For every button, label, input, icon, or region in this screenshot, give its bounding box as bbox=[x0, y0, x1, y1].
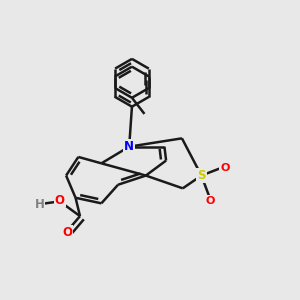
Text: O: O bbox=[55, 194, 65, 206]
Text: O: O bbox=[220, 163, 230, 173]
Text: N: N bbox=[124, 140, 134, 153]
Text: S: S bbox=[197, 169, 206, 182]
Text: O: O bbox=[62, 226, 72, 239]
Text: O: O bbox=[205, 196, 214, 206]
Text: H: H bbox=[34, 198, 44, 211]
